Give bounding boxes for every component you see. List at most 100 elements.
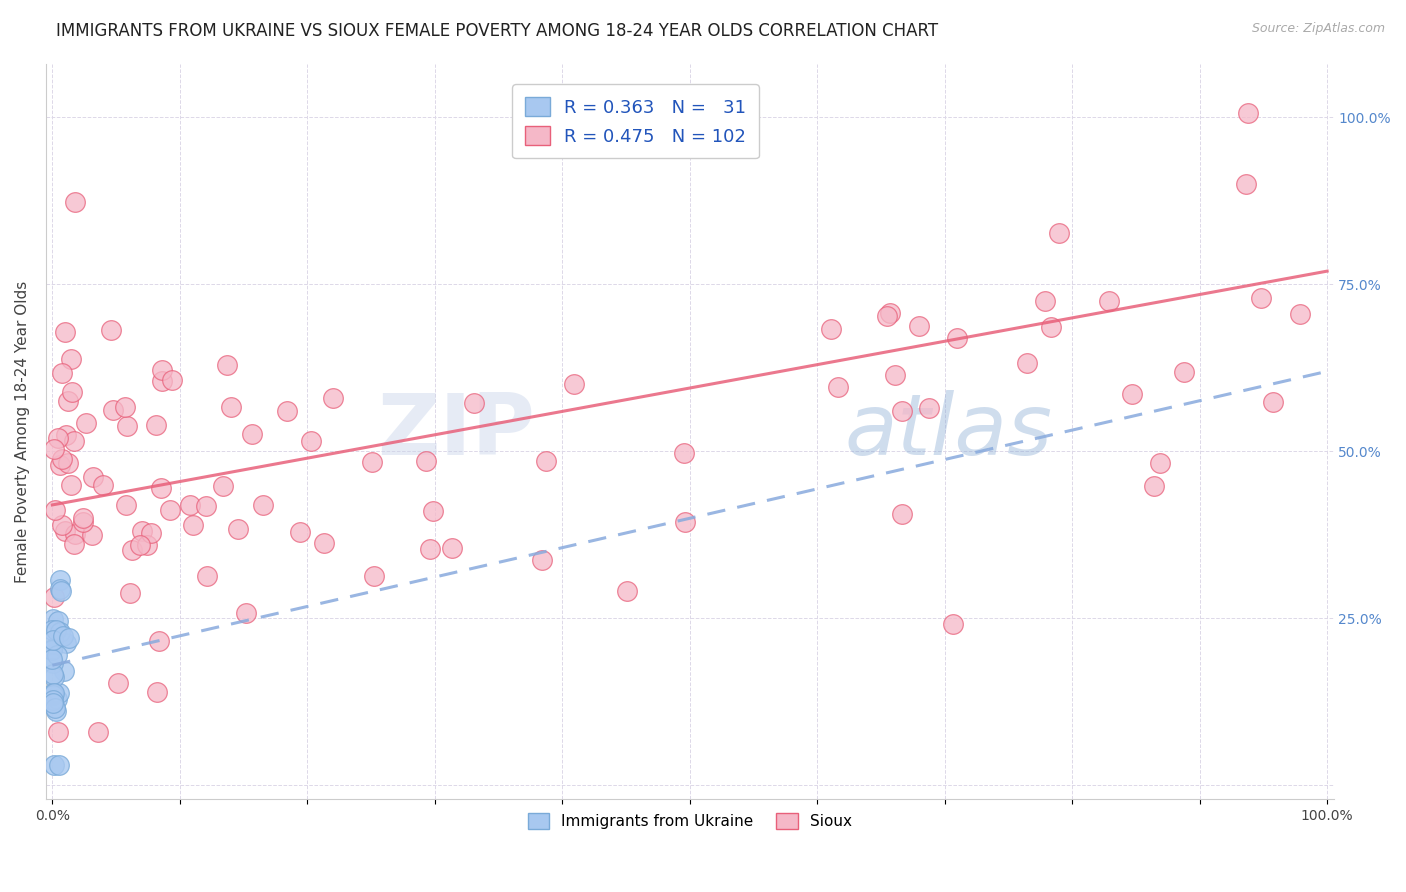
Point [441,541,464,555]
Point [879,306,901,320]
Point [60,351,83,366]
Point [1098,294,1121,309]
Point [120,585,142,599]
Point [1263,395,1285,409]
Point [1015,355,1038,369]
Point [536,454,558,468]
Point [41,623,63,637]
Point [63,537,86,551]
Point [42,657,65,671]
Point [41,652,63,666]
Point [1142,478,1164,492]
Text: IMMIGRANTS FROM UKRAINE VS SIOUX FEMALE POVERTY AMONG 18-24 YEAR OLDS CORRELATIO: IMMIGRANTS FROM UKRAINE VS SIOUX FEMALE … [56,22,938,40]
Point [82,470,104,484]
Point [299,434,322,448]
Point [117,418,139,433]
Point [107,676,129,690]
Point [72,510,94,524]
Point [44,503,66,517]
Point [1250,291,1272,305]
Point [1047,226,1070,240]
Point [226,523,249,537]
Point [48,686,70,700]
Point [63,527,86,541]
Point [181,517,204,532]
Point [114,401,136,415]
Point [80,528,103,542]
Point [322,392,344,406]
Point [946,331,969,345]
Point [240,427,263,442]
Point [312,536,335,550]
Point [1121,387,1143,401]
Point [128,538,150,552]
Point [49,574,72,588]
Point [46,614,69,628]
Point [219,400,242,414]
Point [290,525,312,540]
Text: ZIP: ZIP [377,390,536,473]
Point [46,431,69,445]
Point [195,499,218,513]
Point [87,725,110,739]
Point [131,524,153,538]
Point [160,374,183,388]
Point [46,648,69,662]
Point [72,516,94,530]
Point [1149,456,1171,470]
Point [114,498,136,512]
Text: Source: ZipAtlas.com: Source: ZipAtlas.com [1251,22,1385,36]
Point [42,442,65,456]
Point [820,322,842,336]
Point [419,541,441,556]
Point [150,374,173,388]
Point [195,569,218,583]
Text: atlas: atlas [844,390,1052,473]
Point [48,758,70,772]
Point [422,503,444,517]
Point [45,704,67,718]
Point [136,538,159,552]
Point [41,612,63,626]
Point [53,524,76,538]
Point [52,664,75,678]
Point [673,446,696,460]
Point [55,326,77,340]
Point [146,684,169,698]
Point [42,633,65,648]
Point [215,359,238,373]
Point [675,515,697,529]
Point [42,688,65,702]
Point [60,477,83,491]
Point [908,318,931,333]
Point [42,686,65,700]
Y-axis label: Female Poverty Among 18-24 Year Olds: Female Poverty Among 18-24 Year Olds [15,280,30,582]
Point [63,195,86,210]
Point [883,368,905,382]
Point [49,582,72,596]
Point [159,503,181,517]
Point [41,692,63,706]
Point [62,434,84,448]
Point [942,616,965,631]
Point [58,393,80,408]
Point [363,569,385,583]
Point [148,633,170,648]
Point [1039,320,1062,334]
Point [52,628,75,642]
Point [360,455,382,469]
Point [145,418,167,433]
Point [91,478,114,492]
Point [44,758,66,772]
Point [276,404,298,418]
Point [49,625,72,640]
Point [121,543,143,558]
Point [1173,365,1195,379]
Point [103,403,125,417]
Point [46,691,69,706]
Point [60,384,83,399]
Point [1236,106,1258,120]
Point [44,590,66,604]
Point [463,396,485,410]
Point [562,376,585,391]
